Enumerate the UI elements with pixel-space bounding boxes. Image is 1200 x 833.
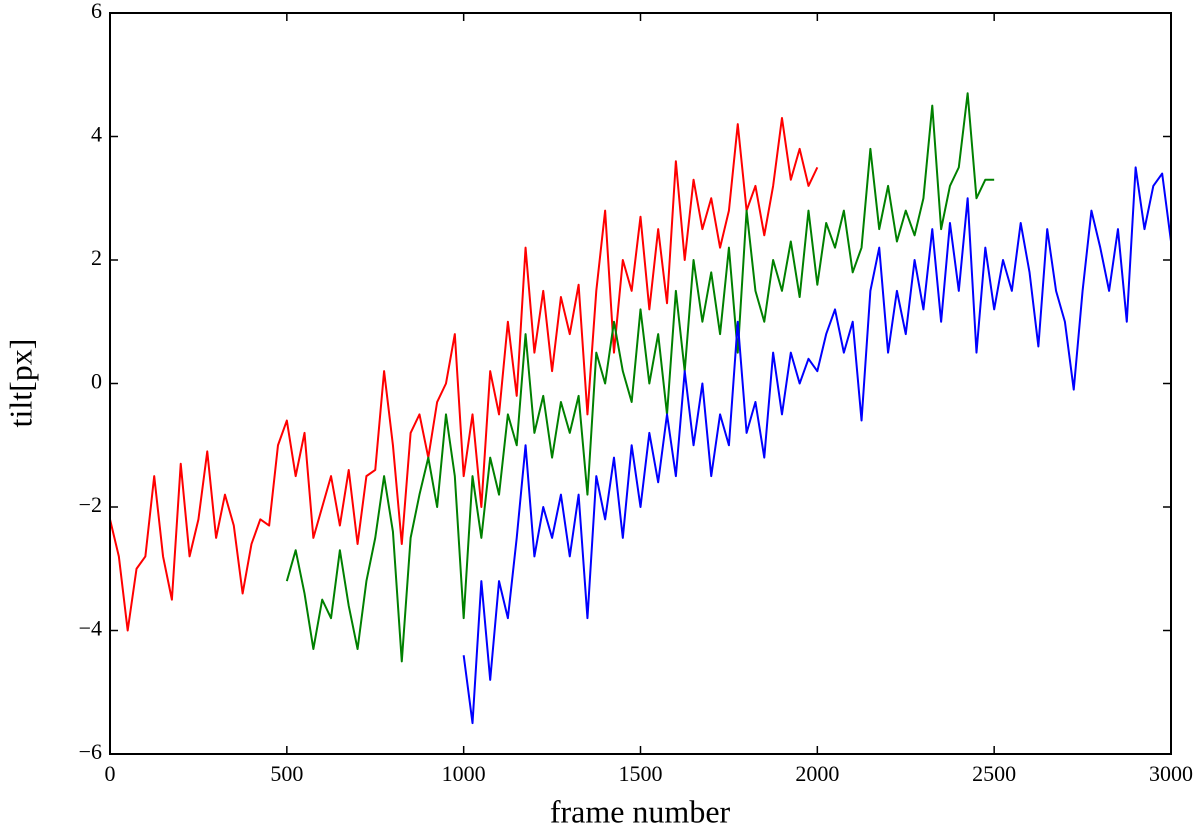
plot-frame: [109, 12, 1172, 755]
y-tick-label: −4: [79, 616, 102, 641]
x-tick-label: 2000: [795, 761, 839, 786]
x-tick-label: 3000: [1149, 761, 1193, 786]
y-axis-label: tilt[px]: [2, 339, 38, 428]
x-tick-label: 0: [105, 761, 116, 786]
x-tick-label: 1000: [442, 761, 486, 786]
x-tick-label: 1500: [619, 761, 663, 786]
data-line: [109, 116, 819, 632]
y-tick-label: 6: [91, 0, 102, 23]
y-tick-label: 4: [91, 122, 102, 147]
y-tick-label: −2: [79, 492, 102, 517]
y-tick-label: 0: [91, 369, 102, 394]
x-axis-label: frame number: [550, 793, 731, 829]
x-tick-label: 2500: [972, 761, 1016, 786]
x-tick-label: 500: [270, 761, 303, 786]
y-tick-label: 2: [91, 245, 102, 270]
data-line: [285, 92, 995, 663]
data-line: [462, 166, 1172, 725]
y-tick-label: −6: [79, 739, 102, 764]
